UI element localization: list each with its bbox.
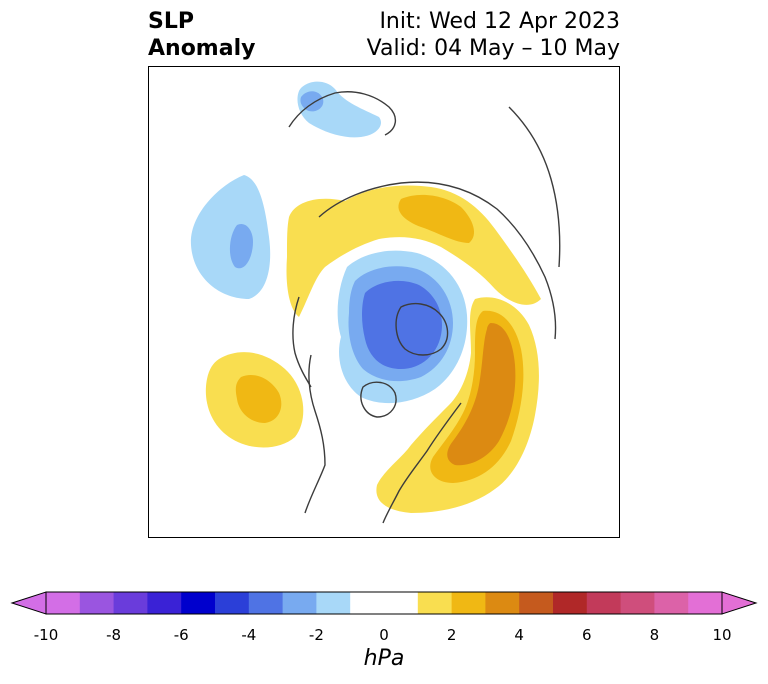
colorbar-cell — [654, 592, 689, 614]
colorbar-border — [45, 591, 723, 615]
fill-siberia-pos-core — [398, 194, 475, 243]
colorbar-cell — [417, 592, 453, 614]
fill-north-pacific-neg — [190, 175, 271, 299]
coast-north-america-west — [304, 354, 326, 514]
colorbar-cell — [620, 592, 655, 614]
colorbar — [10, 591, 758, 615]
coast-europe — [288, 91, 396, 136]
colorbar-cell — [79, 592, 115, 614]
colorbar-cell — [248, 592, 284, 614]
colorbar-tick-label: 4 — [514, 626, 524, 644]
colorbar-tick-label: 6 — [582, 626, 592, 644]
colorbar-cell — [147, 592, 182, 614]
coast-greenland — [395, 302, 449, 356]
colorbar-extend-high — [721, 591, 758, 615]
map-svg — [190, 81, 561, 524]
colorbar-cell — [451, 592, 486, 614]
fill-north-pacific-neg-core — [229, 223, 253, 269]
colorbar-cell — [586, 592, 622, 614]
colorbar-cell — [215, 592, 250, 614]
colorbar-tick-label: 10 — [712, 626, 732, 644]
variable-title: SLP Anomaly — [148, 8, 255, 62]
anomaly-fills — [190, 81, 541, 513]
colorbar-cell — [688, 592, 723, 614]
anomaly-map — [148, 66, 620, 538]
variable-title-line1: SLP — [148, 9, 194, 34]
colorbar-tick-label: 8 — [649, 626, 660, 644]
colorbar-tick-label: 2 — [446, 626, 457, 644]
variable-title-line2: Anomaly — [148, 36, 256, 61]
coast-hudson-bay — [360, 381, 397, 418]
date-title: Init: Wed 12 Apr 2023 Valid: 04 May – 10… — [367, 8, 620, 62]
colorbar-cell — [282, 592, 317, 614]
colorbar-cell — [113, 592, 148, 614]
colorbar-cell — [519, 592, 554, 614]
colorbar-tick-label: -4 — [241, 626, 257, 644]
fill-europe-neg-core — [300, 91, 324, 112]
colorbar-cell — [181, 592, 216, 614]
colorbar-cell — [350, 592, 385, 614]
coast-alaska — [292, 296, 312, 388]
valid-range: Valid: 04 May – 10 May — [366, 36, 620, 61]
colorbar-extend-low — [10, 591, 47, 615]
fill-arctic-neg-core — [362, 280, 443, 369]
fill-east-pacific-pos-core — [235, 374, 282, 423]
colorbar-tick-label: -10 — [33, 626, 59, 644]
coast-asia-east — [508, 106, 561, 268]
coastlines — [288, 91, 561, 524]
colorbar-tick-label: -8 — [106, 626, 122, 644]
colorbar-tick-label: -6 — [173, 626, 189, 644]
coast-eurasia — [318, 181, 557, 340]
fill-atlantic-pos-core — [447, 323, 516, 466]
colorbar-cell — [316, 592, 351, 614]
colorbar-cell — [485, 592, 520, 614]
colorbar-cells — [46, 592, 723, 614]
colorbar-unit-label: hPa — [363, 646, 405, 671]
coast-north-america-east — [382, 402, 462, 524]
init-date: Init: Wed 12 Apr 2023 — [379, 9, 620, 34]
colorbar-cell — [46, 592, 81, 614]
colorbar-tick-label: -2 — [308, 626, 324, 644]
fill-siberia-pos — [286, 185, 541, 317]
colorbar-cell — [553, 592, 588, 614]
colorbar-tick-label: 0 — [379, 626, 389, 644]
colorbar-cell — [384, 592, 419, 614]
